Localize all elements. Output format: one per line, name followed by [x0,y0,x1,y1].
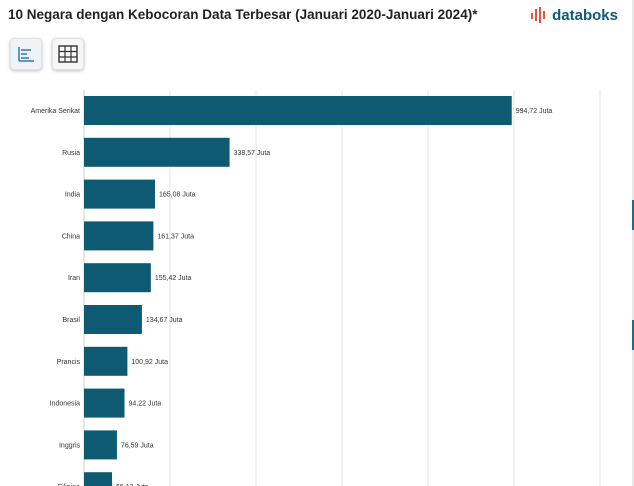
value-label: 338,57 Juta [234,150,271,157]
bar [84,346,128,376]
category-label: Indonesia [50,401,80,408]
chart-toolbar [10,38,84,70]
brand-logo: databoks [530,6,618,24]
value-label: 134,67 Juta [146,317,183,324]
category-label: Rusia [62,150,80,157]
category-label: Filipina [58,484,80,486]
scroll-marker [632,320,634,350]
bar [84,305,142,334]
scroll-marker [632,200,634,230]
value-label: 165,08 Juta [159,192,196,199]
bar [84,430,117,460]
category-label: Amerika Serikat [31,108,80,115]
bar [84,263,151,293]
category-label: Inggris [59,442,81,449]
bar-chart-icon [18,47,34,62]
bar-chart-view-button[interactable] [10,38,42,70]
value-label: 76,59 Juta [121,442,154,449]
value-label: 100,92 Juta [131,359,168,366]
bar [84,472,113,486]
category-label: China [62,233,80,240]
databoks-logo-icon [531,7,546,23]
table-view-button[interactable] [52,38,84,70]
category-label: Iran [68,275,80,282]
bar [84,179,155,209]
category-label: India [65,192,80,199]
bar [84,388,125,418]
value-label: 94,22 Juta [129,401,162,408]
scroll-edge [632,0,634,486]
value-label: 161,37 Juta [157,233,194,240]
bar [84,221,154,251]
value-label: 994,72 Juta [516,108,553,115]
bar [84,137,230,167]
value-label: 155,42 Juta [155,275,192,282]
chart-title: 10 Negara dengan Kebocoran Data Terbesar… [8,7,478,22]
bar [84,96,512,125]
category-label: Brasil [62,317,80,324]
category-label: Prancis [57,359,81,366]
table-grid-icon [58,45,78,63]
brand-name: databoks [552,6,618,24]
value-label: 65,13 Juta [116,484,149,486]
